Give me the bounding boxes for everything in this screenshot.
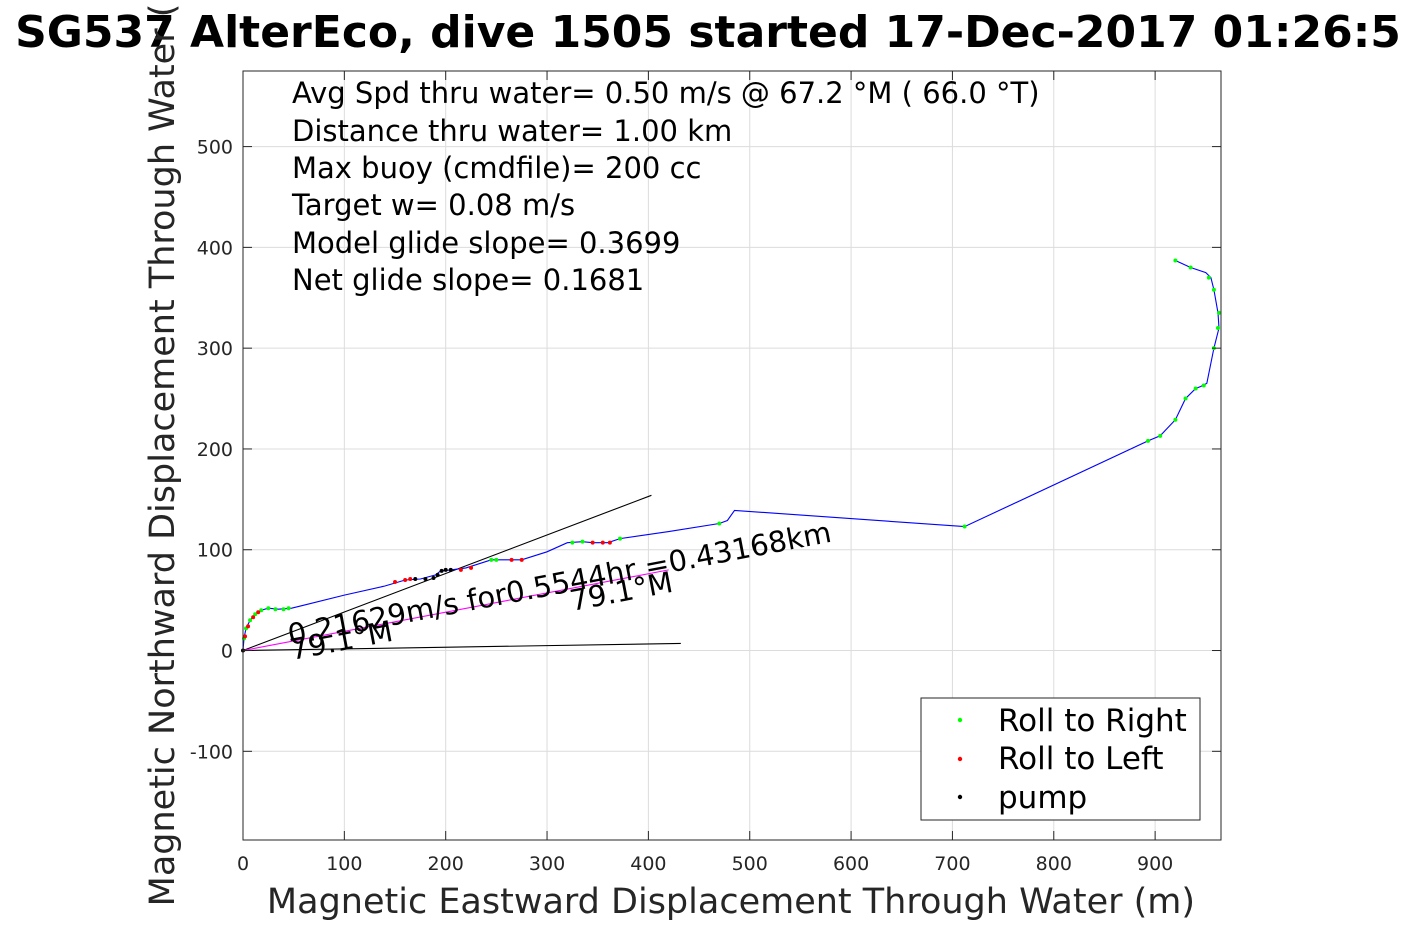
point-roll-to-right — [266, 606, 271, 611]
legend-marker-roll-left — [957, 756, 963, 762]
point-roll-to-left — [403, 577, 408, 582]
point-roll-to-left — [408, 576, 413, 581]
info-line-max-buoy: Max buoy (cmdfile)= 200 cc — [292, 151, 701, 185]
info-line-target-w: Target w= 0.08 m/s — [291, 188, 575, 222]
point-roll-to-right — [1193, 386, 1198, 391]
point-roll-to-right — [1201, 383, 1206, 388]
point-pump — [439, 568, 444, 573]
point-pump — [413, 576, 418, 581]
point-roll-to-right — [962, 524, 967, 529]
point-roll-to-left — [509, 557, 514, 562]
axis-ticks: 0 100 200 300 400 500 600 700 800 900 -100 0 100 200 3… — [190, 71, 1221, 875]
x-tick-label: 500 — [732, 853, 768, 875]
point-roll-to-right — [248, 618, 253, 623]
point-roll-to-right — [1158, 433, 1163, 438]
legend: Roll to Right Roll to Left pump — [920, 697, 1201, 821]
y-tick-label: 0 — [221, 641, 233, 663]
point-pump — [435, 572, 440, 577]
point-roll-to-right — [717, 521, 722, 526]
plot-frame — [242, 70, 1222, 841]
point-roll-to-left — [256, 610, 261, 615]
y-tick-label: 100 — [197, 540, 233, 562]
x-tick-label: 200 — [428, 853, 464, 875]
point-roll-to-left — [393, 579, 398, 584]
point-roll-to-left — [590, 540, 595, 545]
x-tick-label: 900 — [1137, 853, 1173, 875]
chart-title: SG537 AlterEco, dive 1505 started 17-Dec… — [15, 7, 1401, 58]
legend-label-pump: pump — [998, 780, 1087, 816]
x-tick-label: 300 — [529, 853, 565, 875]
x-tick-label: 100 — [326, 853, 362, 875]
point-roll-to-right — [1173, 417, 1178, 422]
point-roll-to-right — [1206, 275, 1211, 280]
point-roll-to-right — [580, 539, 585, 544]
point-roll-to-right — [1216, 310, 1221, 315]
point-roll-to-right — [1183, 396, 1188, 401]
point-roll-to-left — [607, 540, 612, 545]
point-roll-to-right — [281, 607, 286, 612]
point-roll-to-right — [1215, 326, 1220, 331]
point-roll-to-left — [243, 634, 248, 639]
info-line-distance: Distance thru water= 1.00 km — [292, 114, 732, 148]
point-roll-to-right — [489, 557, 494, 562]
point-roll-to-left — [458, 567, 463, 572]
y-tick-label: 300 — [197, 338, 233, 360]
point-roll-to-right — [1173, 258, 1178, 263]
point-roll-to-left — [469, 565, 474, 570]
legend-marker-roll-right — [957, 717, 963, 723]
point-roll-to-right — [1211, 287, 1216, 292]
legend-marker-pump — [957, 794, 963, 800]
x-tick-label: 400 — [630, 853, 666, 875]
point-roll-to-right — [1146, 438, 1151, 443]
y-axis-label: Magnetic Northward Displacement Through … — [143, 4, 183, 907]
point-pump — [423, 576, 428, 581]
reference-line-0 — [242, 494, 652, 652]
info-line-net-glide-slope: Net glide slope= 0.1681 — [292, 263, 644, 297]
point-roll-to-right — [1188, 265, 1193, 270]
info-text-block: Avg Spd thru water= 0.50 m/s @ 67.2 °M (… — [291, 76, 1040, 297]
point-roll-to-right — [286, 606, 291, 611]
point-roll-to-left — [251, 615, 256, 620]
point-roll-to-left — [519, 557, 524, 562]
y-tick-label: 500 — [197, 137, 233, 159]
point-roll-to-right — [494, 557, 499, 562]
point-pump — [443, 567, 448, 572]
reference-line-1 — [242, 642, 681, 652]
x-tick-label: 600 — [833, 853, 869, 875]
info-line-avg-speed: Avg Spd thru water= 0.50 m/s @ 67.2 °M (… — [292, 76, 1040, 110]
reference-line-2 — [242, 569, 669, 652]
point-roll-to-right — [259, 608, 264, 613]
y-tick-label: 200 — [197, 439, 233, 461]
point-roll-to-right — [570, 540, 575, 545]
point-pump — [431, 575, 436, 580]
y-tick-label: -100 — [190, 741, 233, 763]
legend-box — [920, 697, 1201, 821]
point-roll-to-left — [246, 624, 251, 629]
point-roll-to-right — [618, 536, 623, 541]
point-pump — [448, 567, 453, 572]
info-line-model-glide-slope: Model glide slope= 0.3699 — [292, 226, 680, 260]
x-tick-label: 700 — [934, 853, 970, 875]
point-roll-to-right — [253, 612, 258, 617]
x-axis-label: Magnetic Eastward Displacement Through W… — [267, 882, 1195, 922]
point-roll-to-left — [600, 540, 605, 545]
point-roll-to-right — [273, 607, 278, 612]
reference-lines — [242, 494, 681, 652]
y-tick-label: 400 — [197, 237, 233, 259]
legend-label-roll-right: Roll to Right — [998, 703, 1187, 739]
x-tick-label: 800 — [1036, 853, 1072, 875]
x-tick-label: 0 — [237, 853, 249, 875]
legend-label-roll-left: Roll to Left — [998, 741, 1164, 777]
